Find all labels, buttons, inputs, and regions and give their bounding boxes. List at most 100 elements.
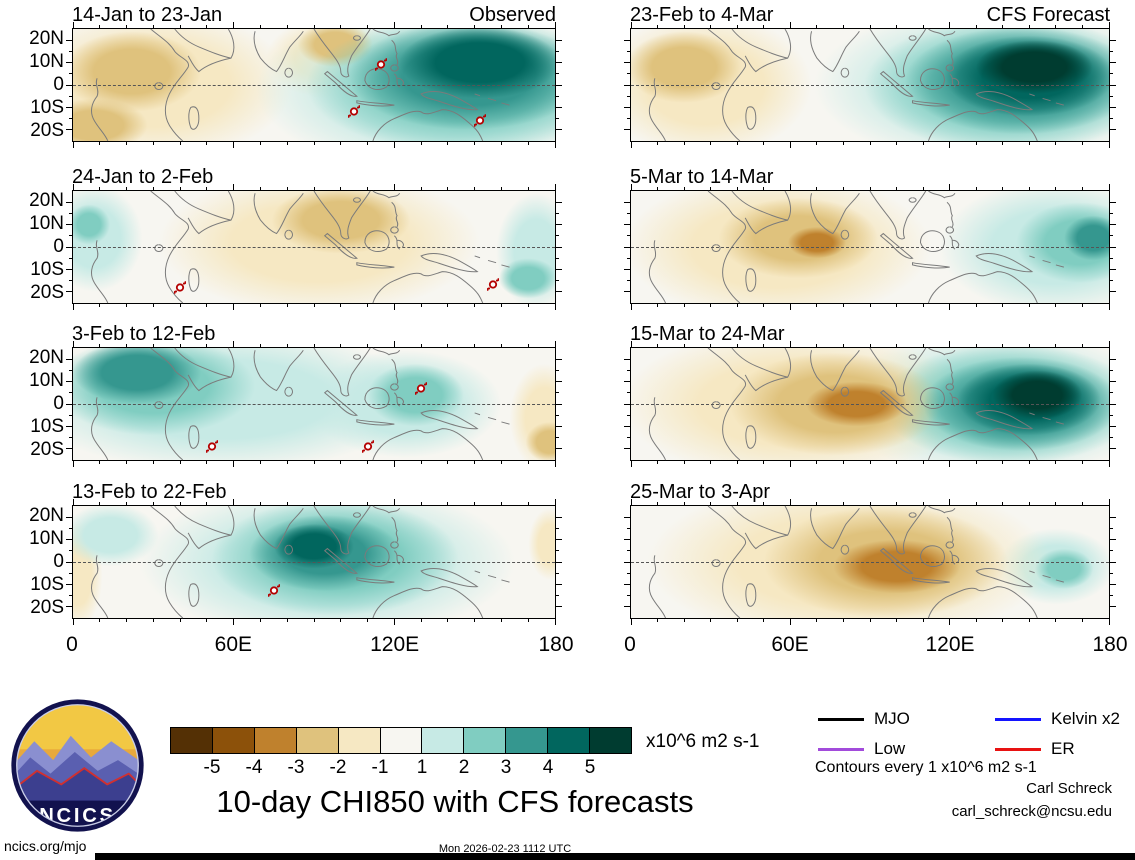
colorbar-tick-label: 1 <box>416 757 428 778</box>
axis-tick <box>627 118 630 120</box>
map-panel <box>624 499 1116 625</box>
axis-tick <box>1028 304 1030 307</box>
tropical-cyclone-icon <box>473 114 487 133</box>
axis-tick <box>624 381 630 383</box>
axis-tick <box>842 304 844 307</box>
axis-tick <box>126 502 128 505</box>
axis-tick <box>624 561 630 563</box>
axis-tick <box>66 448 72 450</box>
axis-tick <box>922 344 924 347</box>
axis-tick <box>69 550 72 552</box>
axis-tick <box>286 187 288 190</box>
axis-tick <box>66 268 72 270</box>
axis-tick <box>179 25 181 28</box>
colorbar-tick-label: 3 <box>500 757 512 778</box>
coastlines <box>631 191 1109 303</box>
axis-tick <box>556 381 562 383</box>
colorbar-units-label: x10^6 m2 s-1 <box>646 731 760 752</box>
axis-tick <box>500 187 502 190</box>
axis-tick <box>556 595 559 597</box>
axis-tick <box>179 304 181 307</box>
axis-tick <box>869 142 871 145</box>
axis-tick <box>657 304 659 307</box>
axis-tick <box>527 25 529 28</box>
axis-tick <box>420 187 422 190</box>
axis-tick <box>1110 550 1113 552</box>
equator-line <box>73 404 555 405</box>
axis-tick <box>69 414 72 416</box>
axis-tick <box>69 369 72 371</box>
axis-tick <box>842 619 844 622</box>
axis-tick <box>1110 118 1113 120</box>
axis-tick <box>842 461 844 464</box>
tropical-cyclone-icon <box>267 584 281 603</box>
axis-tick <box>420 344 422 347</box>
axis-tick <box>1108 142 1110 148</box>
tropical-cyclone-icon <box>205 439 219 458</box>
axis-tick <box>949 142 951 148</box>
axis-tick <box>630 461 632 467</box>
equator-line <box>631 85 1109 86</box>
axis-tick <box>367 142 369 145</box>
axis-tick <box>393 184 395 190</box>
coastlines <box>631 348 1109 460</box>
axis-tick <box>789 619 791 625</box>
axis-tick <box>500 461 502 464</box>
axis-tick <box>1055 502 1057 505</box>
axis-tick <box>66 201 72 203</box>
panel-title-row: 13-Feb to 22-Feb <box>72 479 556 503</box>
axis-tick <box>99 25 101 28</box>
axis-tick <box>627 235 630 237</box>
axis-tick <box>313 25 315 28</box>
axis-tick <box>556 106 562 108</box>
axis-tick <box>1108 304 1110 310</box>
axis-tick <box>500 25 502 28</box>
axis-tick <box>1028 619 1030 622</box>
axis-tick <box>554 142 556 148</box>
axis-tick <box>393 142 395 148</box>
axis-tick <box>556 235 559 237</box>
axis-tick <box>1110 39 1116 41</box>
axis-tick <box>286 25 288 28</box>
axis-tick <box>1055 187 1057 190</box>
axis-tick <box>922 619 924 622</box>
colorbar-tick-label: -1 <box>371 757 389 778</box>
bottom-bar <box>95 853 1135 860</box>
axis-tick <box>624 268 630 270</box>
y-axis-tick-label: 20N <box>29 28 64 50</box>
axis-tick <box>1110 595 1113 597</box>
axis-tick <box>72 184 74 190</box>
axis-tick <box>554 22 556 28</box>
axis-tick <box>69 257 72 259</box>
axis-tick <box>500 344 502 347</box>
axis-tick <box>975 142 977 145</box>
axis-tick <box>1081 619 1083 622</box>
axis-tick <box>683 461 685 464</box>
y-axis-tick-label: 0 <box>53 551 64 572</box>
axis-tick <box>1110 291 1116 293</box>
axis-tick <box>447 461 449 464</box>
axis-tick <box>1081 187 1083 190</box>
tropical-cyclone-icon <box>173 280 187 299</box>
axis-tick <box>556 224 562 226</box>
y-axis-tick-label: 10S <box>30 258 64 280</box>
axis-tick <box>1110 212 1113 214</box>
axis-tick <box>1110 224 1116 226</box>
axis-tick <box>233 22 235 28</box>
axis-tick <box>66 129 72 131</box>
panel-column-heading: CFS Forecast <box>986 4 1110 26</box>
x-axis-tick-label: 180 <box>1092 633 1128 656</box>
axis-tick <box>447 187 449 190</box>
axis-tick <box>922 142 924 145</box>
tropical-cyclone-icon <box>361 439 374 458</box>
axis-tick <box>627 527 630 529</box>
y-axis-tick-label: 10S <box>30 573 64 595</box>
axis-tick <box>789 499 791 505</box>
axis-tick <box>367 187 369 190</box>
axis-tick <box>1081 502 1083 505</box>
axis-tick <box>99 461 101 464</box>
axis-tick <box>556 561 562 563</box>
axis-tick <box>975 619 977 622</box>
axis-tick <box>206 619 208 622</box>
footer-timestamp: Mon 2026-02-23 1112 UTC <box>438 843 572 855</box>
